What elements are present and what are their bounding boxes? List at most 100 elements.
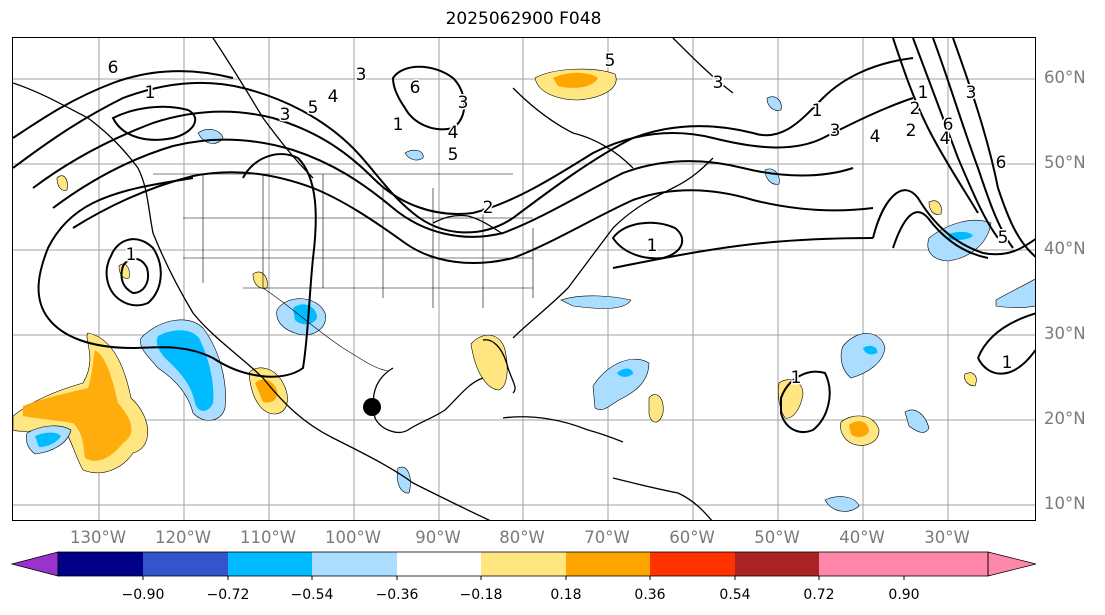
contour-value-label: 5 xyxy=(605,51,616,71)
lat-label-60n: 60°N xyxy=(1044,68,1086,87)
contour-value-label: 4 xyxy=(940,129,951,149)
positive-anomaly-core xyxy=(23,350,132,461)
contour-value-label: 1 xyxy=(1002,353,1013,373)
contour-value-label: 3 xyxy=(458,93,469,113)
contour-value-label: 6 xyxy=(410,78,421,98)
colorbar-tick-label: 0.90 xyxy=(888,587,920,603)
colorbar-bin xyxy=(481,552,566,576)
lon-label-40w: 40°W xyxy=(839,528,885,547)
contour-value-label: 2 xyxy=(483,198,494,218)
contour-value-label: 1 xyxy=(647,236,658,256)
negative-anomaly-core xyxy=(863,345,878,355)
positive-anomaly-area xyxy=(470,334,508,391)
positive-anomaly-core xyxy=(553,72,598,88)
contour-value-label: 4 xyxy=(448,123,459,143)
lat-label-30n: 30°N xyxy=(1044,324,1086,343)
lon-label-80w: 80°W xyxy=(499,528,545,547)
colorbar-extend-max xyxy=(987,551,1037,577)
lon-label-90w: 90°W xyxy=(415,528,461,547)
negative-anomaly-area xyxy=(404,149,424,161)
positive-anomaly-area xyxy=(56,175,68,191)
colorbar-outline xyxy=(57,551,989,577)
colorbar-extend-min xyxy=(10,551,59,577)
positive-anomaly-core xyxy=(849,421,869,438)
contour-value-label: 1 xyxy=(812,101,823,121)
contour-value-label: 3 xyxy=(280,105,291,125)
negative-anomaly-area xyxy=(840,333,886,379)
lon-label-130w: 130°W xyxy=(69,528,127,547)
colorbar-tick-label: 0.18 xyxy=(550,587,582,603)
colorbar-tick-label: −0.18 xyxy=(459,587,503,603)
lat-label-50n: 50°N xyxy=(1044,153,1086,172)
negative-anomaly-core xyxy=(617,368,633,377)
contour-value-label: 4 xyxy=(870,127,881,147)
contour-value-label: 1 xyxy=(791,368,802,388)
colorbar-tick-label: 0.36 xyxy=(634,587,666,603)
colorbar-bin xyxy=(904,552,988,576)
lat-label-40n: 40°N xyxy=(1044,239,1086,258)
colorbar-tick-label: −0.36 xyxy=(375,587,419,603)
colorbar-tick-label: 0.54 xyxy=(719,587,751,603)
colorbar-tick-label: −0.54 xyxy=(290,587,334,603)
contour-value-label: 2 xyxy=(910,99,921,119)
contour-value-label: 5 xyxy=(308,98,319,118)
positive-anomaly-area xyxy=(928,200,942,215)
contour-value-label: 1 xyxy=(918,83,929,103)
colorbar-bin xyxy=(397,552,481,576)
colorbar-tick-label: −0.72 xyxy=(206,587,250,603)
lat-label-10n: 10°N xyxy=(1044,494,1086,513)
lon-label-120w: 120°W xyxy=(154,528,212,547)
negative-anomaly-core xyxy=(156,330,214,411)
positive-anomaly-area xyxy=(252,271,268,289)
map-title: 2025062900 F048 xyxy=(445,9,602,29)
colorbar-bin xyxy=(312,552,397,576)
contour-value-label: 1 xyxy=(145,83,156,103)
contour-value-label: 3 xyxy=(713,73,724,93)
colorbar-tick-label: −0.90 xyxy=(121,587,165,603)
negative-anomaly-area xyxy=(592,358,650,411)
colorbar-bin xyxy=(650,552,735,576)
lon-label-50w: 50°W xyxy=(754,528,800,547)
contour-value-label: 6 xyxy=(996,153,1007,173)
negative-anomaly-area xyxy=(824,496,860,512)
colorbar-bin xyxy=(143,552,228,576)
lon-label-70w: 70°W xyxy=(584,528,630,547)
contour-value-label: 1 xyxy=(126,245,137,265)
negative-anomaly-area xyxy=(927,220,992,262)
positive-anomaly-area xyxy=(648,394,664,423)
lon-label-30w: 30°W xyxy=(924,528,970,547)
contour-value-label: 6 xyxy=(108,58,119,78)
lon-label-100w: 100°W xyxy=(324,528,382,547)
contour-value-label: 1 xyxy=(393,115,404,135)
negative-anomaly-area xyxy=(995,278,1035,308)
positive-anomaly-area xyxy=(964,372,977,387)
contour-value-label: 3 xyxy=(966,83,977,103)
contour-value-label: 2 xyxy=(906,121,917,141)
negative-anomaly-area xyxy=(904,409,930,433)
colorbar-bin xyxy=(566,552,650,576)
contour-value-label: 5 xyxy=(998,228,1009,248)
colorbar-bin xyxy=(735,552,819,576)
colorbar-bin xyxy=(228,552,312,576)
negative-anomaly-area xyxy=(560,295,632,309)
contour-lines xyxy=(13,38,1035,433)
contour-value-label: 3 xyxy=(356,65,367,85)
negative-anomaly-area xyxy=(764,168,780,185)
colorbar-tick-label: 0.72 xyxy=(803,587,835,603)
colorbar xyxy=(10,551,1037,580)
lon-label-110w: 110°W xyxy=(239,528,297,547)
negative-anomaly-area xyxy=(396,466,411,494)
positive-anomaly-core xyxy=(255,379,278,403)
lon-label-60w: 60°W xyxy=(669,528,715,547)
contour-value-label: 5 xyxy=(448,145,459,165)
colorbar-bin xyxy=(819,552,904,576)
negative-anomaly-area xyxy=(766,96,782,111)
contour-value-label: 3 xyxy=(830,121,841,141)
colorbar-bin xyxy=(58,552,143,576)
negative-anomaly-core xyxy=(35,432,61,447)
lat-label-20n: 20°N xyxy=(1044,409,1086,428)
storm-center-marker xyxy=(363,398,381,416)
